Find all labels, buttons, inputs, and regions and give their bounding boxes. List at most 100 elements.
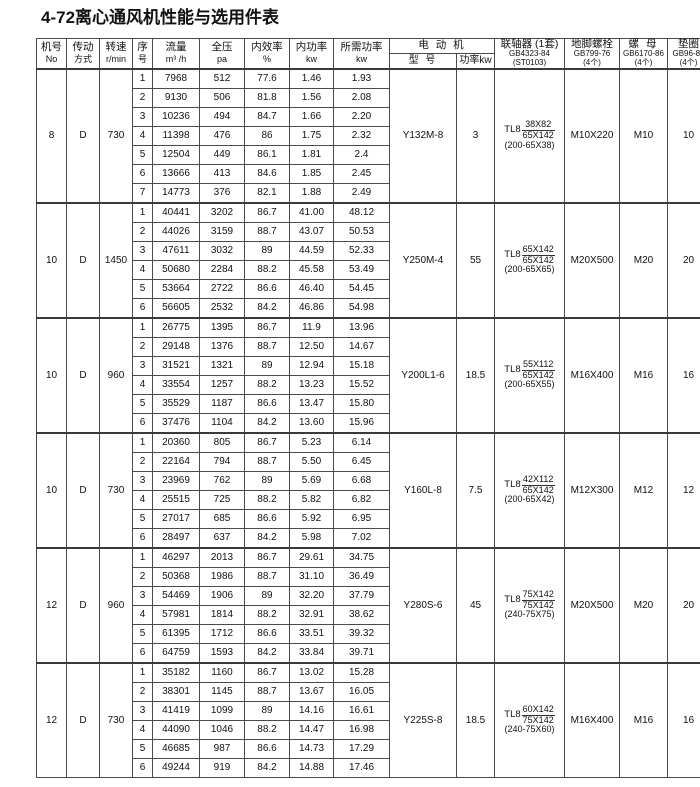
cell-flow: 38301 bbox=[152, 681, 200, 702]
table-row: 4 11398 476 86 1.75 2.32 bbox=[37, 125, 700, 146]
cell-pressure: 2284 bbox=[199, 259, 245, 280]
fan-spec-table: 机号 No 传动 方式 转速 r/min 序 号 流量 m³ /h bbox=[36, 37, 700, 778]
cell-flow: 31521 bbox=[152, 355, 200, 376]
cell-efficiency: 86.7 bbox=[244, 546, 290, 568]
cell-pressure: 3159 bbox=[199, 221, 245, 242]
table-row: 4 25515 725 88.2 5.82 6.82 bbox=[37, 489, 700, 510]
col-header-foot-bolt: 地脚螺栓 GB799-76 (4个) bbox=[564, 37, 620, 70]
cell-seq: 3 bbox=[132, 106, 153, 127]
col-header-inner-power-cn: 内功率 bbox=[295, 41, 328, 54]
cell-seq: 2 bbox=[132, 336, 153, 357]
cell-drive: D bbox=[66, 201, 100, 319]
cell-pressure: 794 bbox=[199, 451, 245, 472]
cell-efficiency: 86.6 bbox=[244, 738, 290, 759]
cell-seq: 6 bbox=[132, 757, 153, 778]
cell-inner-power: 5.92 bbox=[289, 508, 334, 529]
col-header-pressure: 全压 pa bbox=[199, 37, 245, 70]
cell-efficiency: 88.7 bbox=[244, 451, 290, 472]
cell-required-power: 1.93 bbox=[333, 67, 390, 89]
table-row: 5 27017 685 86.6 5.92 6.95 bbox=[37, 508, 700, 529]
cell-flow: 20360 bbox=[152, 431, 200, 453]
cell-seq: 4 bbox=[132, 374, 153, 395]
cell-efficiency: 81.8 bbox=[244, 87, 290, 108]
cell-seq: 1 bbox=[132, 431, 153, 453]
cell-inner-power: 5.82 bbox=[289, 489, 334, 510]
cell-seq: 6 bbox=[132, 297, 153, 319]
cell-motor-model: Y225S-8 bbox=[389, 661, 457, 778]
cell-flow: 46297 bbox=[152, 546, 200, 568]
cell-nut: M20 bbox=[619, 201, 668, 319]
cell-pressure: 476 bbox=[199, 125, 245, 146]
cell-machine-no: 12 bbox=[36, 661, 67, 778]
table-row: 2 38301 1145 88.7 13.67 16.05 bbox=[37, 681, 700, 702]
cell-inner-power: 41.00 bbox=[289, 201, 334, 223]
cell-seq: 3 bbox=[132, 355, 153, 376]
table-row: 4 57981 1814 88.2 32.91 38.62 bbox=[37, 604, 700, 625]
table-row: 8 D 730 1 7968 512 77.6 1.46 1.93 Y132M-8 3 TL8 38X8… bbox=[36, 67, 700, 204]
cell-foot-bolt: M20X500 bbox=[564, 201, 620, 319]
col-header-motor-power: 功率kw bbox=[456, 52, 495, 70]
cell-motor-model: Y132M-8 bbox=[389, 67, 457, 204]
cell-efficiency: 88.7 bbox=[244, 681, 290, 702]
cell-required-power: 16.61 bbox=[333, 700, 390, 721]
coupling-note: (240-75X60) bbox=[504, 724, 555, 735]
coupling-prefix: TL8 bbox=[504, 708, 521, 720]
cell-inner-power: 1.66 bbox=[289, 106, 334, 127]
coupling-numerator: 75X142 bbox=[521, 588, 555, 601]
table-row: 12 D 730 1 35182 1160 86.7 13.02 15.28 Y225S-8 18.… bbox=[36, 661, 700, 778]
cell-inner-power: 12.94 bbox=[289, 355, 334, 376]
cell-required-power: 2.08 bbox=[333, 87, 390, 108]
cell-pressure: 1160 bbox=[199, 661, 245, 683]
table-row: 3 54469 1906 89 32.20 37.79 bbox=[37, 585, 700, 606]
cell-efficiency: 86.7 bbox=[244, 316, 290, 338]
cell-required-power: 2.45 bbox=[333, 163, 390, 184]
cell-pressure: 637 bbox=[199, 527, 245, 549]
col-header-efficiency: 内效率 % bbox=[244, 37, 290, 70]
table-row: 6 64759 1593 84.2 33.84 39.71 bbox=[37, 642, 700, 664]
cell-seq: 4 bbox=[132, 719, 153, 740]
cell-washer: 20 bbox=[667, 546, 700, 664]
cell-inner-power: 31.10 bbox=[289, 566, 334, 587]
coupling-denominator: 75X142 bbox=[522, 599, 554, 610]
cell-required-power: 37.79 bbox=[333, 585, 390, 606]
cell-efficiency: 86.7 bbox=[244, 201, 290, 223]
table-row: 5 12504 449 86.1 1.81 2.4 bbox=[37, 144, 700, 165]
cell-machine-no: 8 bbox=[36, 67, 67, 204]
table-row: 3 47611 3032 89 44.59 52.33 bbox=[37, 240, 700, 261]
col-header-pressure-unit: pa bbox=[216, 54, 227, 65]
cell-flow: 47611 bbox=[152, 240, 200, 261]
table-row: 2 9130 506 81.8 1.56 2.08 bbox=[37, 87, 700, 108]
cell-inner-power: 43.07 bbox=[289, 221, 334, 242]
cell-inner-power: 13.23 bbox=[289, 374, 334, 395]
cell-washer: 10 bbox=[667, 67, 700, 204]
coupling-denominator: 75X142 bbox=[522, 714, 554, 725]
cell-inner-power: 14.73 bbox=[289, 738, 334, 759]
cell-speed: 730 bbox=[99, 661, 133, 778]
col-header-efficiency-cn: 内效率 bbox=[251, 41, 283, 54]
cell-motor-model: Y160L-8 bbox=[389, 431, 457, 549]
cell-efficiency: 88.2 bbox=[244, 719, 290, 740]
cell-seq: 1 bbox=[132, 316, 153, 338]
col-header-coupling-sub: (ST0103) bbox=[512, 58, 547, 68]
table-row: 2 29148 1376 88.7 12.50 14.67 bbox=[37, 336, 700, 357]
cell-pressure: 3202 bbox=[199, 201, 245, 223]
cell-inner-power: 1.88 bbox=[289, 182, 334, 204]
coupling-numerator: 65X142 bbox=[521, 243, 555, 256]
cell-seq: 2 bbox=[132, 681, 153, 702]
cell-drive: D bbox=[66, 316, 100, 434]
cell-pressure: 725 bbox=[199, 489, 245, 510]
cell-speed: 960 bbox=[99, 316, 133, 434]
cell-required-power: 39.71 bbox=[333, 642, 390, 664]
cell-nut: M20 bbox=[619, 546, 668, 664]
cell-required-power: 36.49 bbox=[333, 566, 390, 587]
cell-inner-power: 1.56 bbox=[289, 87, 334, 108]
cell-efficiency: 86.1 bbox=[244, 144, 290, 165]
cell-pressure: 449 bbox=[199, 144, 245, 165]
table-header: 机号 No 传动 方式 转速 r/min 序 号 流量 m³ /h bbox=[36, 37, 700, 70]
cell-seq: 4 bbox=[132, 259, 153, 280]
coupling-denominator: 65X142 bbox=[522, 484, 554, 495]
cell-efficiency: 86.6 bbox=[244, 623, 290, 644]
col-header-machine-no: 机号 No bbox=[36, 37, 67, 70]
col-header-coupling: 联轴器 (1套) GB4323-84 (ST0103) bbox=[494, 37, 565, 70]
